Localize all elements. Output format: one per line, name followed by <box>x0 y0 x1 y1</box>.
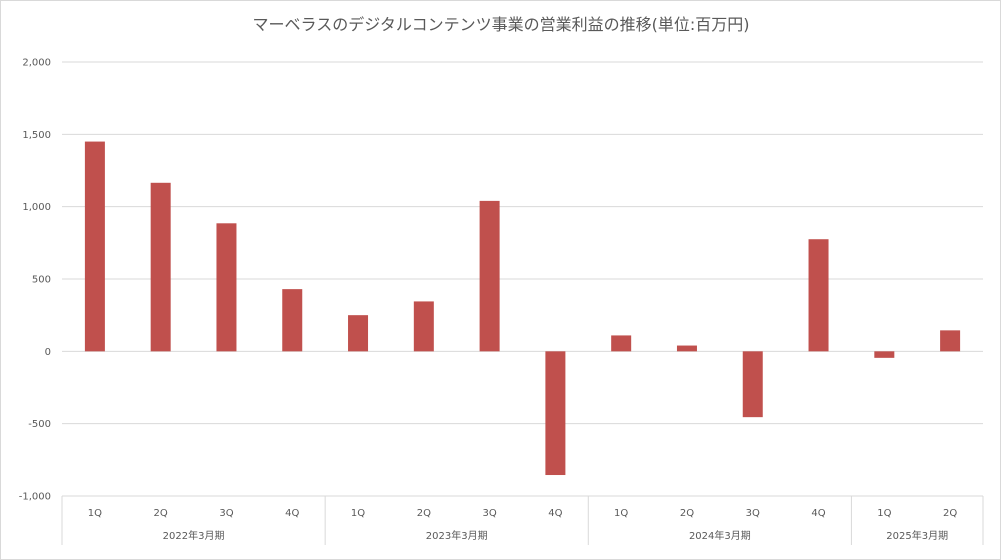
x-tick-label: 3Q <box>746 508 760 519</box>
x-tick-label: 4Q <box>811 508 825 519</box>
bar <box>808 239 829 352</box>
x-tick-label: 2Q <box>154 508 168 519</box>
x-tick-label: 2Q <box>417 508 431 519</box>
x-tick-label: 3Q <box>219 508 233 519</box>
x-tick-label: 1Q <box>351 508 365 519</box>
bar <box>611 335 632 352</box>
y-tick-label: 1,000 <box>22 202 51 213</box>
gridlines <box>62 61 983 497</box>
chart-title: マーベラスのデジタルコンテンツ事業の営業利益の推移(単位:百万円) <box>253 15 750 34</box>
y-tick-label: 0 <box>45 347 51 358</box>
bar <box>940 330 961 352</box>
bar <box>216 223 237 352</box>
x-group-label: 2025年3月期 <box>886 529 948 542</box>
y-tick-label: -500 <box>28 419 51 430</box>
y-tick-label: -1,000 <box>19 492 51 503</box>
y-tick-label: 1,500 <box>22 130 51 141</box>
x-tick-label: 3Q <box>482 508 496 519</box>
bar <box>742 351 763 418</box>
bar <box>282 289 303 352</box>
x-tick-label: 1Q <box>614 508 628 519</box>
x-axis: 1Q 2Q 3Q 4Q 1Q 2Q 3Q 4Q 1Q 2Q 3Q 4Q 1Q 2Q 2022年3月期 2023… <box>61 496 984 545</box>
y-tick-label: 2,000 <box>22 58 51 69</box>
bar <box>676 345 697 352</box>
bar <box>479 200 500 352</box>
bar <box>348 315 369 352</box>
bar <box>84 141 105 352</box>
x-tick-label: 2Q <box>680 508 694 519</box>
bar <box>545 351 566 476</box>
x-tick-label: 4Q <box>285 508 299 519</box>
y-axis: 2,000 1,500 1,000 500 0 -500 -1,000 <box>19 58 51 503</box>
x-tick-label: 2Q <box>943 508 957 519</box>
x-tick-label: 4Q <box>548 508 562 519</box>
bar <box>150 182 171 352</box>
x-group-label: 2024年3月期 <box>689 529 751 542</box>
bar <box>413 301 434 352</box>
x-tick-label: 1Q <box>88 508 102 519</box>
x-group-label: 2023年3月期 <box>426 529 488 542</box>
x-group-label: 2022年3月期 <box>163 529 225 542</box>
x-tick-label: 1Q <box>877 508 891 519</box>
bar <box>874 351 895 358</box>
y-tick-label: 500 <box>32 275 51 286</box>
bar-series <box>84 141 961 476</box>
